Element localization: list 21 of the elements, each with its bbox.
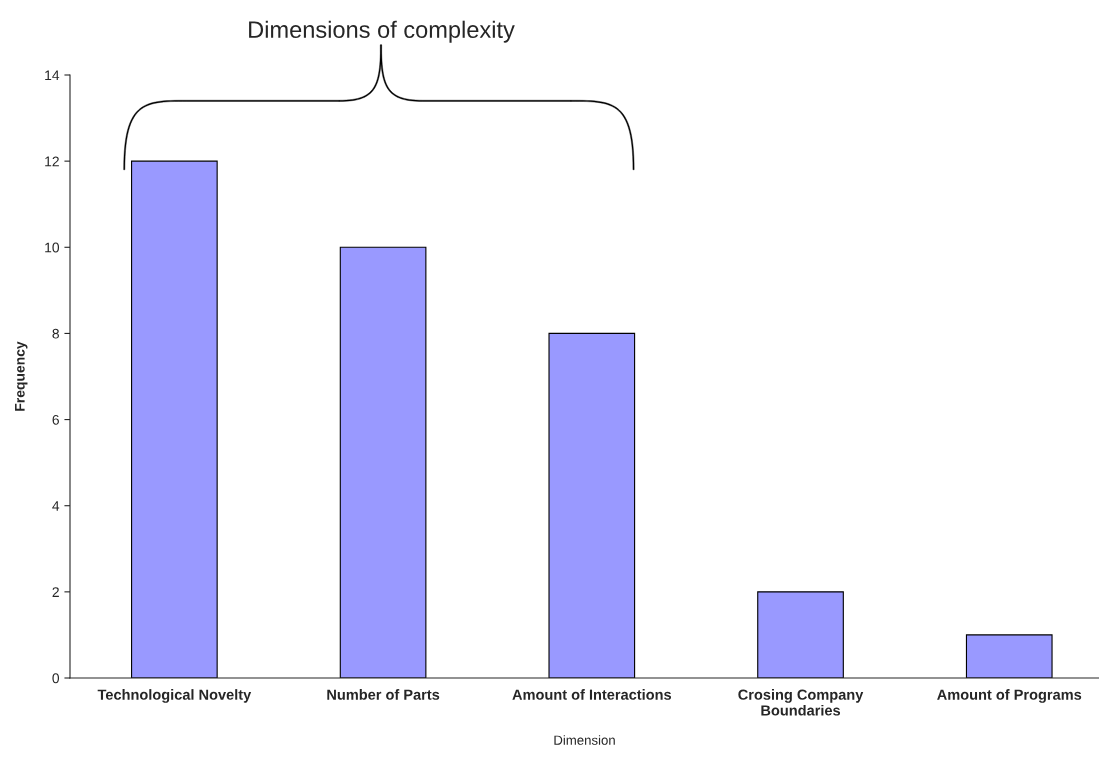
text: Dimensions of complexity [249, 20, 515, 43]
x-tick-label: Amount of Interactions [512, 689, 672, 700]
y-tick-label: 2 [52, 587, 59, 597]
y-tick-label: 10 [45, 242, 60, 253]
y-tick-label: 8 [52, 328, 59, 339]
bar [757, 591, 844, 678]
x-tick-label: Crosing Company Boundaries [738, 689, 864, 716]
y-tick-label: 0 [52, 673, 60, 684]
bar [548, 332, 636, 678]
x-axis-title: Dimension [554, 735, 615, 745]
y-tick-label: 14 [45, 70, 60, 81]
bar [339, 246, 427, 678]
y-tick-label: 4 [52, 501, 60, 511]
x-tick-label: Technological Novelty [97, 689, 252, 703]
bar [965, 634, 1053, 678]
y-axis-title: Frequency [15, 341, 28, 411]
x-tick-label: Number of Parts [327, 689, 440, 700]
bar [131, 160, 218, 678]
y-tick-label: 6 [52, 414, 59, 425]
x-tick-label: Amount of Programs [937, 689, 1082, 703]
y-tick-label: 12 [45, 156, 59, 167]
